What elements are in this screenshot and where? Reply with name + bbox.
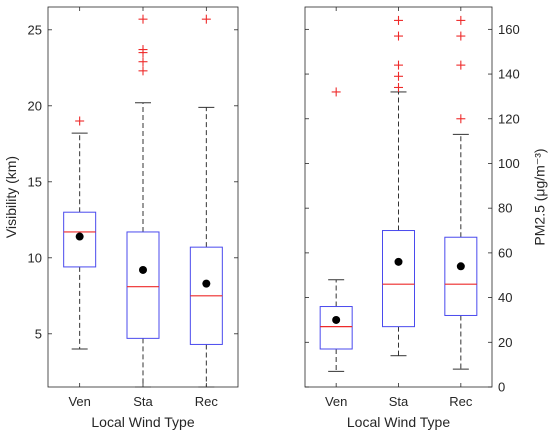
visibility-y-tick-label: 15 — [28, 174, 42, 189]
pm25-x-tick-label-ven: Ven — [325, 394, 347, 409]
visibility-y-axis-label: Visibility (km) — [3, 156, 19, 238]
visibility-sta-outlier — [138, 57, 148, 67]
visibility-x-tick-label-sta: Sta — [133, 394, 153, 409]
visibility-sta-box — [126, 231, 160, 339]
visibility-sta-outlier — [138, 14, 148, 24]
pm25-sta-outlier — [394, 71, 403, 81]
pm25-sta-outlier — [394, 60, 403, 70]
visibility-y-tick-label: 25 — [28, 22, 42, 37]
pm25-y-tick-label: 80 — [498, 201, 512, 216]
visibility-x-tick-label-ven: Ven — [68, 394, 90, 409]
pm25-y-tick-label: 140 — [498, 67, 520, 82]
visibility-y-tick-label: 10 — [28, 250, 42, 265]
pm25-y-axis-label: PM2.5 (μg/m⁻³) — [531, 148, 547, 245]
pm25-y-tick-label: 20 — [498, 335, 512, 350]
pm25-x-axis-label: Local Wind Type — [347, 414, 450, 430]
pm25-rec-box — [444, 236, 478, 316]
visibility-ven-mean-marker — [75, 232, 84, 241]
pm25-y-tick-label: 60 — [498, 245, 512, 260]
visibility-sta-outlier — [138, 66, 148, 76]
visibility-y-tick-label: 20 — [28, 98, 42, 113]
pm25-x-tick-label-sta: Sta — [389, 394, 409, 409]
visibility-rec-outlier — [201, 14, 211, 24]
pm25-sta-outlier — [394, 82, 403, 92]
pm25-rec-outlier — [456, 60, 466, 70]
pm25-rec-outlier — [456, 31, 466, 41]
pm25-ven-outlier — [331, 87, 341, 97]
visibility-sta-mean-marker — [139, 265, 147, 274]
pm25-sta-outlier — [394, 15, 403, 25]
pm25-panel: 0 20 40 60 80 100 120 140 160 Ven Sta Rec — [304, 6, 520, 409]
pm25-y-tick-label: 0 — [498, 380, 505, 395]
visibility-x-axis-label: Local Wind Type — [91, 414, 194, 430]
pm25-x-tick-label-rec: Rec — [449, 394, 473, 409]
visibility-ven-box — [63, 211, 97, 268]
pm25-sta-mean-marker — [394, 257, 403, 266]
pm25-ven-box — [319, 306, 353, 350]
pm25-y-tick-label: 40 — [498, 290, 512, 305]
visibility-ven-outlier — [75, 116, 85, 126]
pm25-y-tick-label: 120 — [498, 111, 520, 126]
visibility-sta-outlier — [138, 45, 148, 55]
pm25-sta-outlier — [394, 31, 403, 41]
pm25-y-tick-label: 160 — [498, 22, 520, 37]
pm25-sta-box — [382, 230, 415, 328]
pm25-rec-mean-marker — [456, 262, 465, 271]
visibility-y-tick-label: 5 — [35, 326, 42, 341]
visibility-rec-mean-marker — [202, 279, 211, 288]
pm25-rec-outlier — [456, 15, 466, 25]
pm25-y-tick-label: 100 — [498, 156, 520, 171]
visibility-panel: 5 10 15 20 25 Ven Sta Rec — [28, 6, 239, 409]
visibility-x-tick-label-rec: Rec — [195, 394, 219, 409]
pm25-rec-outlier — [456, 114, 466, 124]
pm25-ven-mean-marker — [332, 315, 341, 324]
